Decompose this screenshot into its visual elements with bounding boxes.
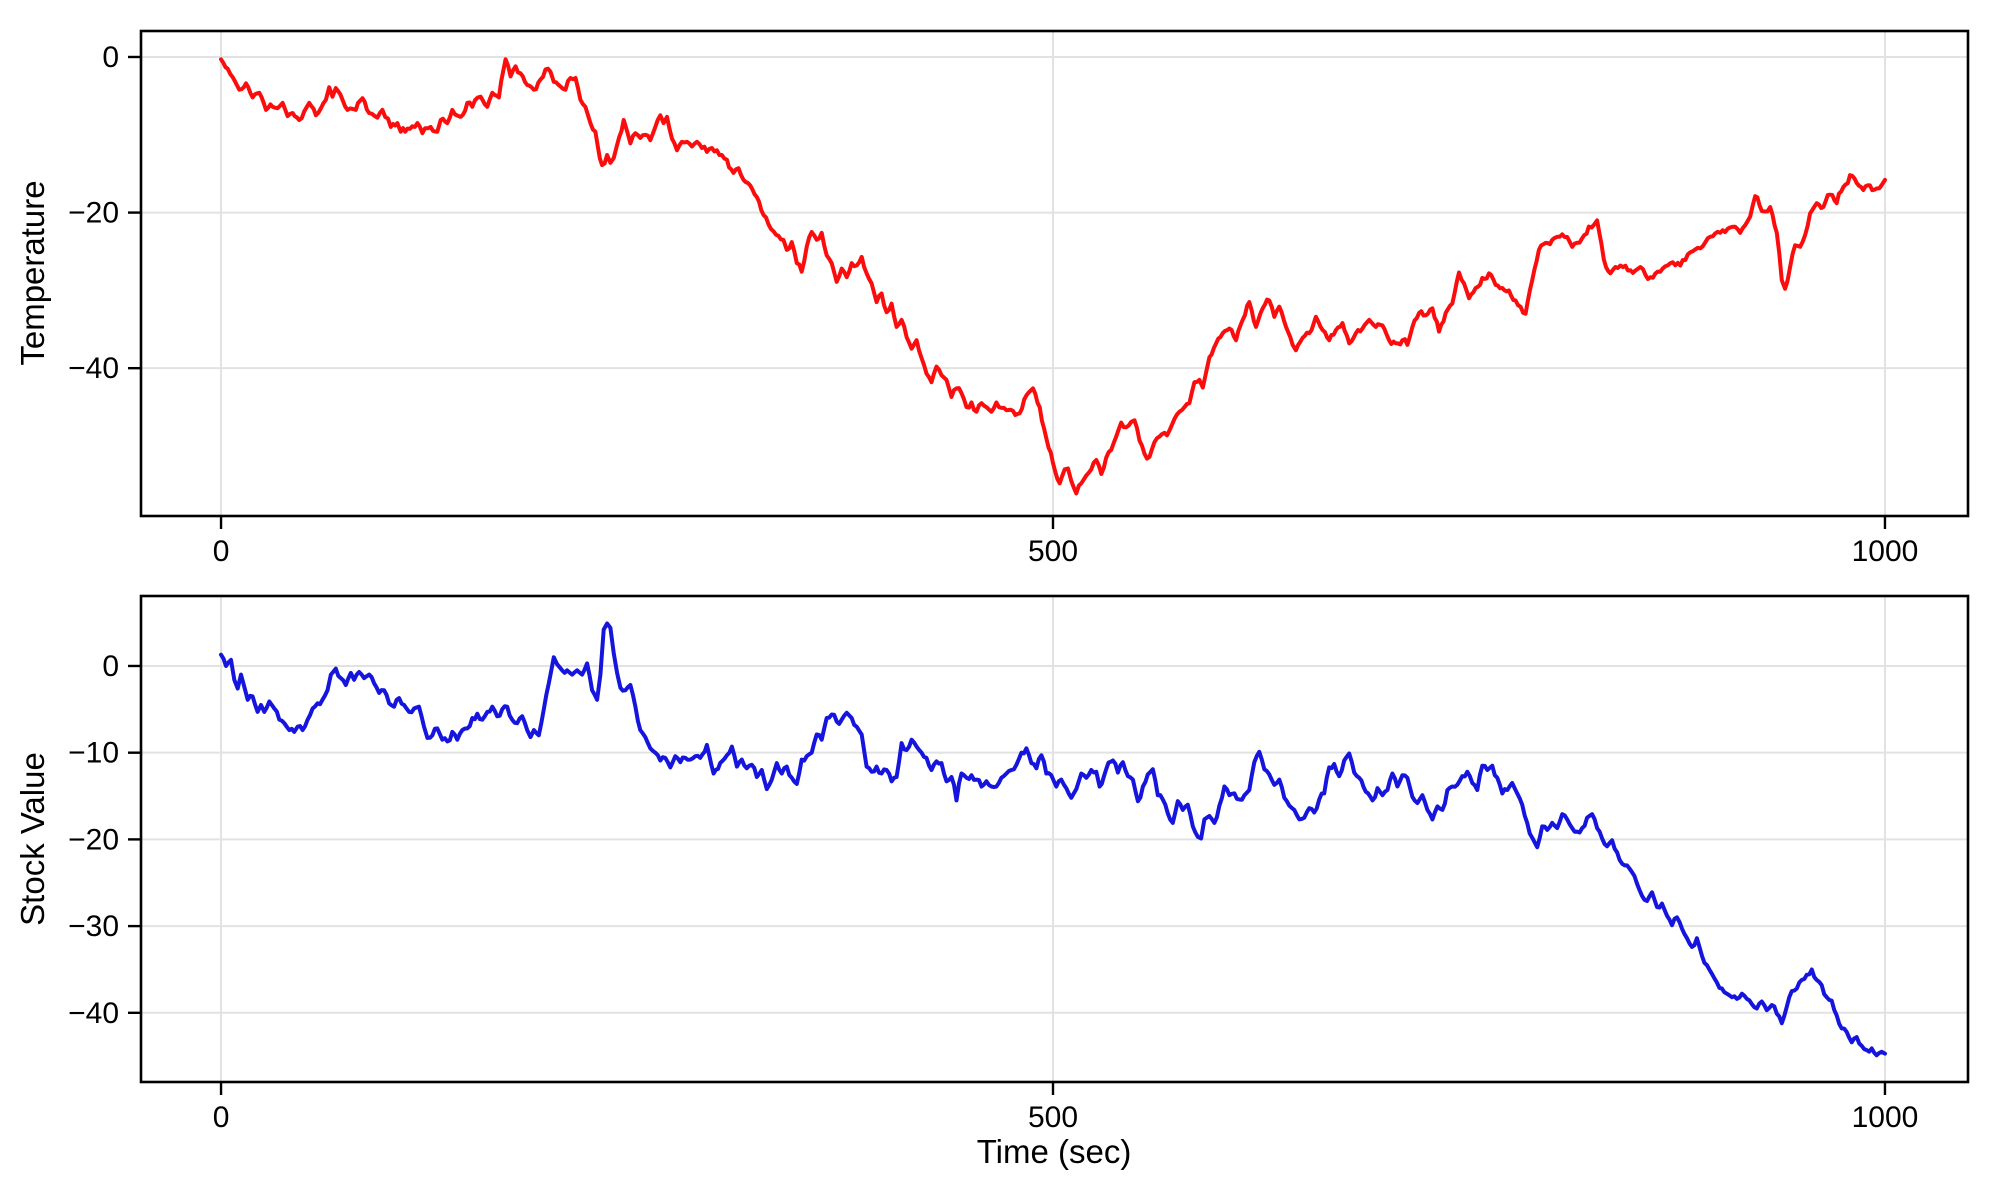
x-tick-label: 500 xyxy=(1028,1101,1078,1134)
panel-stock-value: 0 500 1000 0 −10 −20 −30 −40 xyxy=(68,594,1970,1134)
y-tick-label: −40 xyxy=(68,997,119,1030)
y-tick-label: −40 xyxy=(68,352,119,385)
y-tick-label: −30 xyxy=(68,910,119,943)
plot-frame xyxy=(139,29,1970,518)
y-tick-label: 0 xyxy=(102,41,119,74)
plot-frame xyxy=(139,594,1970,1084)
x-tick-label: 0 xyxy=(213,535,230,568)
x-tick-label: 1000 xyxy=(1852,535,1919,568)
y-axis-label-temperature: Temperature xyxy=(14,180,51,366)
series-line-stock-value xyxy=(219,621,1887,1058)
x-tick-label: 0 xyxy=(213,1101,230,1134)
y-tick-label: −10 xyxy=(68,737,119,770)
panel-temperature: 0 500 1000 0 −20 −40 xyxy=(68,29,1970,568)
series-line-temperature xyxy=(219,57,1887,496)
y-tick-label: −20 xyxy=(68,197,119,230)
x-tick-label: 1000 xyxy=(1852,1101,1919,1134)
y-tick-label: −20 xyxy=(68,823,119,856)
x-tick-label: 500 xyxy=(1028,535,1078,568)
y-tick-label: 0 xyxy=(102,650,119,683)
y-axis-label-stock-value: Stock Value xyxy=(14,752,51,926)
x-axis-label-time: Time (sec) xyxy=(976,1133,1132,1170)
